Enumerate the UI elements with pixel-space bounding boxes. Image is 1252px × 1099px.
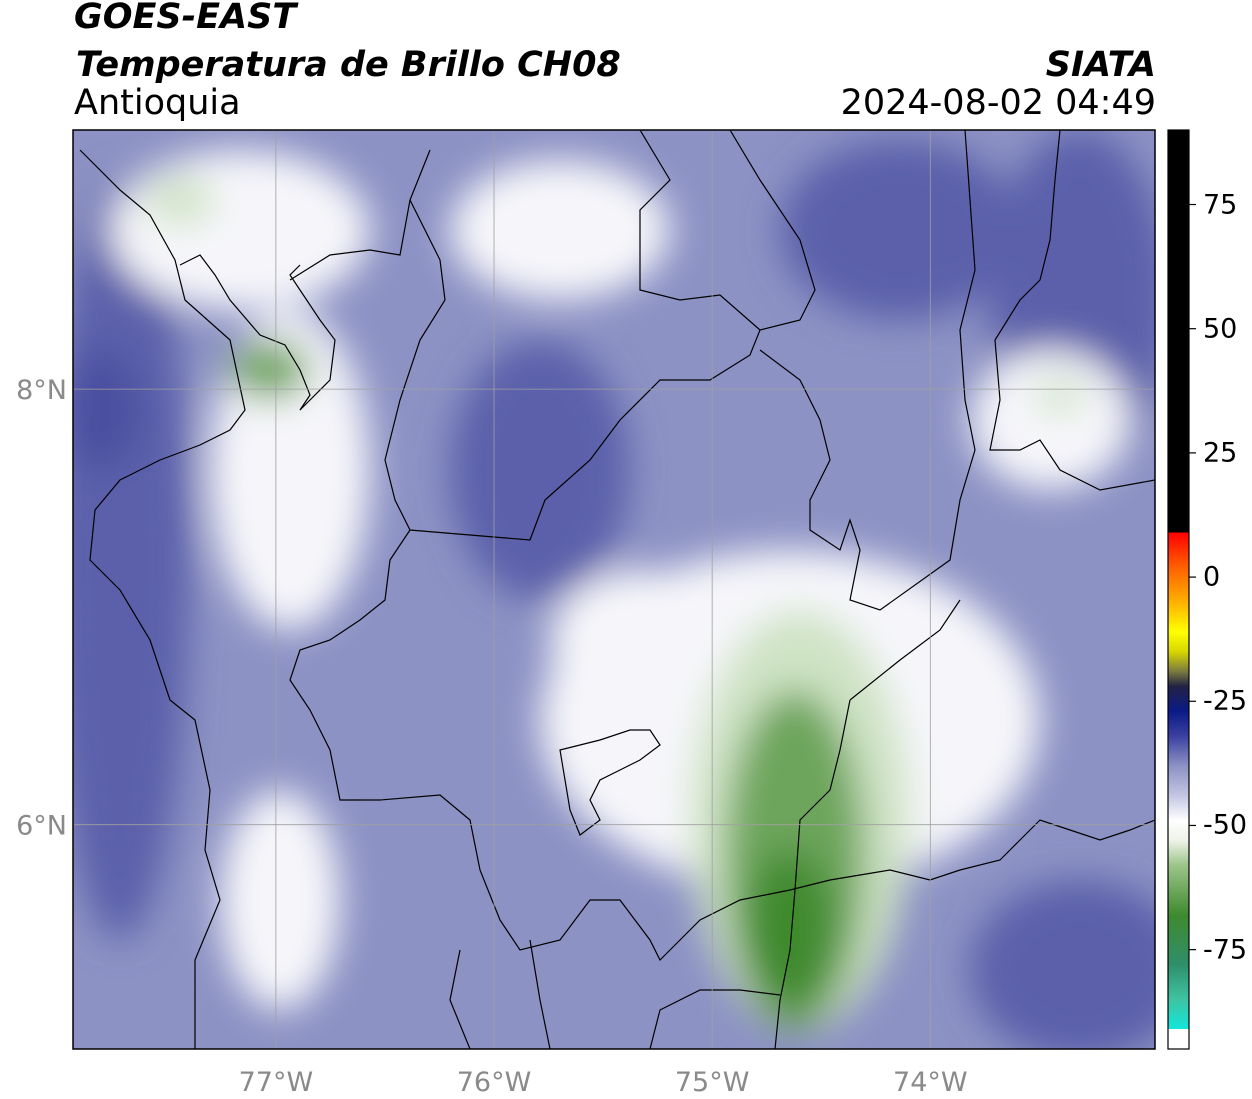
internal-boundary-1 [774, 699, 851, 1049]
gulf-of-uraba-west [179, 254, 311, 411]
region-label: Antioquia [74, 83, 241, 123]
lon-tick-label: 77°W [239, 1067, 314, 1098]
internal-boundary-3 [649, 989, 781, 1049]
colorbar-tick-label: 0 [1203, 561, 1221, 593]
antioquia-boundary [289, 130, 816, 541]
colorbar-tick-label: -50 [1203, 809, 1248, 841]
internal-boundary-2 [849, 599, 961, 701]
map-frame [72, 129, 1156, 1050]
medellin-cluster [559, 729, 661, 836]
colorbar [1167, 129, 1190, 1050]
antioquia-east-boundary [759, 130, 976, 611]
colorbar-tick-label: -75 [1203, 934, 1248, 966]
coastline [79, 149, 246, 1049]
lon-tick-label: 76°W [457, 1067, 532, 1098]
internal-boundary-4 [639, 130, 761, 331]
org-label: SIATA [1045, 45, 1156, 85]
colorbar-tick-label: 25 [1203, 437, 1238, 469]
product-title: Temperatura de Brillo CH08 [76, 45, 621, 85]
datetime-label: 2024-08-02 04:49 [840, 83, 1156, 123]
colorbar-tick-label: 50 [1203, 313, 1238, 345]
temperature-field [73, 130, 1155, 1049]
longitude-tick-labels: 77°W 76°W 75°W 74°W [239, 1067, 968, 1098]
colorbar-ticks [1189, 203, 1196, 951]
lon-tick-label: 74°W [893, 1067, 968, 1098]
colorbar-tick-label: 75 [1203, 189, 1238, 220]
gridlines [73, 130, 1155, 1049]
antioquia-south-boundary [289, 529, 1155, 962]
latitude-tick-labels: 8°N 6°N [16, 375, 67, 842]
satellite-title: GOES-EAST [74, 0, 297, 37]
lon-tick-label: 75°W [675, 1067, 750, 1098]
colorbar-tick-label: -25 [1203, 685, 1248, 717]
internal-boundary-6 [449, 939, 551, 1049]
admin-boundaries [79, 130, 1155, 1049]
lat-tick-label: 8°N [16, 375, 67, 406]
internal-boundary-5 [989, 130, 1155, 491]
gulf-of-uraba-east [289, 149, 431, 281]
lat-tick-label: 6°N [16, 811, 67, 842]
